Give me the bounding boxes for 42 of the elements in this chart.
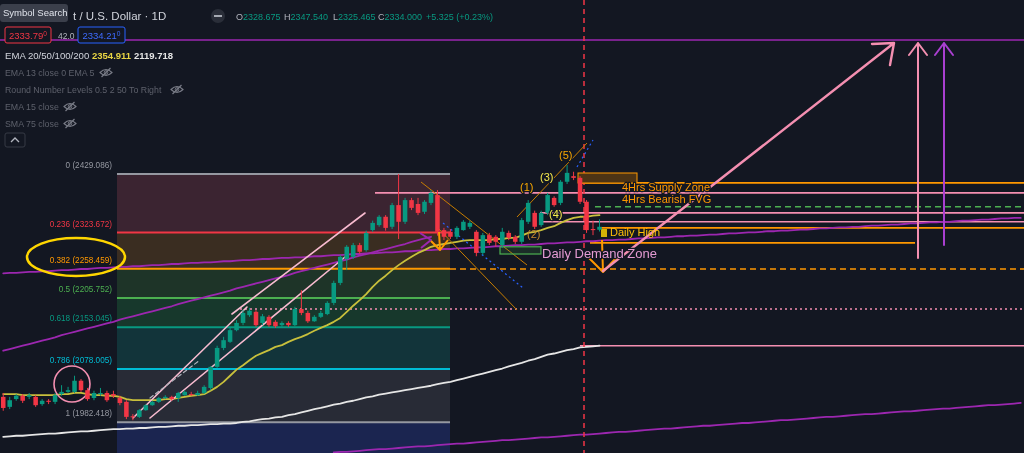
candlestick <box>564 164 570 185</box>
annotation: 42.0 <box>58 31 75 41</box>
candlestick <box>500 227 505 249</box>
annotation: 2334.21$^{0}$ <box>82 29 121 41</box>
annotation: EMA 20/50/100/200 <box>5 50 90 61</box>
candlestick <box>402 197 408 225</box>
candlestick <box>389 202 395 230</box>
annotation: (3) <box>540 171 554 183</box>
annotation: Symbol Search <box>3 7 68 18</box>
ref-line-label: 1 (1982.418) <box>65 409 113 419</box>
ref-line-label: 0.236 (2323.672) <box>49 219 113 229</box>
annotation: C2334.000 <box>378 12 423 22</box>
ref-line-label: 0.618 (2153.045) <box>49 314 113 324</box>
candlestick <box>415 197 421 216</box>
annotation: +5.325 (+0.23%) <box>426 12 494 22</box>
candlestick <box>532 210 537 230</box>
candlestick <box>545 192 550 216</box>
ref-line-label: 0.786 (2078.005) <box>49 356 113 366</box>
annotation: Round Number Levels 0.5 2 50 To Right <box>5 85 162 95</box>
annotation: 2119.718 <box>134 50 174 61</box>
ref-line-label: 0.5 (2205.752) <box>58 285 113 295</box>
candlestick <box>65 386 71 394</box>
annotation: 2333.79$^{0}$ <box>8 29 48 41</box>
candlestick <box>299 289 304 316</box>
text: t / U.S. Dollar · 1D <box>73 10 167 22</box>
candlestick <box>124 399 129 420</box>
ref-line-label: 0 (2429.086) <box>65 160 113 170</box>
annotation: 4Hrs Supply Zone <box>622 181 711 193</box>
annotation: EMA 15 close <box>5 102 59 112</box>
candlestick <box>558 179 563 206</box>
annotation: H2347.540 <box>284 12 329 22</box>
annotation: L2325.465 <box>333 12 376 22</box>
annotation: (1) <box>520 181 534 193</box>
ref-line-label: 0.382 (2258.459) <box>49 255 113 265</box>
candlestick <box>208 365 213 391</box>
annotation: 2354.911 <box>92 50 132 61</box>
annotation: SMA 75 close <box>5 119 59 129</box>
candlestick <box>474 229 479 257</box>
candlestick <box>519 217 524 245</box>
annotation: O2328.675 <box>236 12 281 22</box>
annotation: (5) <box>559 149 573 161</box>
annotation: EMA 13 close 0 EMA 5 <box>5 68 95 78</box>
